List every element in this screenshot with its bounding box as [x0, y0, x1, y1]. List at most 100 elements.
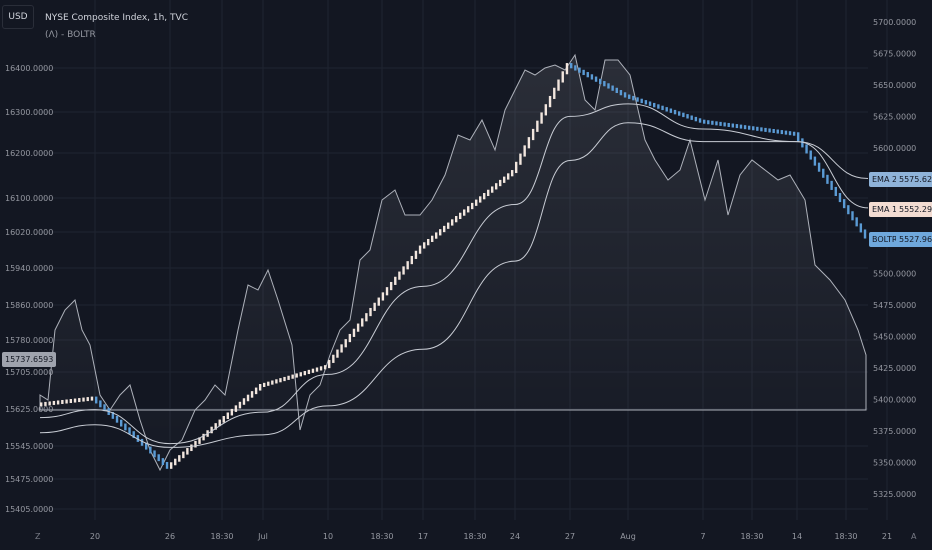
up-brick — [275, 379, 278, 384]
down-brick — [743, 125, 747, 130]
up-brick — [361, 318, 364, 327]
up-brick — [90, 396, 94, 401]
up-brick — [385, 287, 389, 296]
down-brick — [623, 92, 627, 98]
boltr-name-label: BOLTR — [869, 232, 901, 247]
up-brick — [218, 419, 221, 427]
up-brick — [246, 394, 250, 402]
down-brick — [752, 126, 755, 131]
down-brick — [731, 123, 735, 128]
up-brick — [258, 384, 262, 391]
up-brick — [544, 104, 548, 116]
up-brick — [365, 313, 368, 322]
down-brick — [690, 115, 693, 120]
up-brick — [557, 79, 560, 91]
down-brick — [132, 431, 135, 439]
up-brick — [515, 161, 518, 174]
down-brick — [603, 81, 606, 87]
up-brick — [194, 440, 197, 448]
up-brick — [230, 408, 234, 416]
up-brick — [451, 219, 454, 226]
left-tick-label: 15940.0000 — [5, 264, 53, 273]
right-tick-label: 5650.0000 — [873, 81, 916, 90]
x-tick-label: 18:30 — [463, 532, 486, 541]
down-brick — [747, 125, 751, 130]
up-brick — [439, 229, 442, 236]
up-brick — [435, 232, 438, 239]
up-brick — [467, 206, 470, 213]
down-brick — [578, 67, 581, 73]
up-brick — [336, 349, 339, 358]
down-brick — [95, 396, 98, 404]
down-brick — [686, 114, 689, 119]
down-brick — [590, 74, 594, 80]
down-brick — [859, 223, 863, 233]
up-brick — [307, 369, 311, 375]
x-tick-label: 18:30 — [370, 532, 393, 541]
left-tick-label: 15625.0000 — [5, 405, 53, 414]
down-brick — [140, 438, 144, 446]
left-axis: 16400.0000 16300.0000 16200.0000 16100.0000… — [5, 64, 53, 514]
ema1-line — [39, 103, 869, 445]
up-brick — [471, 202, 474, 210]
up-brick — [332, 354, 335, 363]
chart-title: NYSE Composite Index, 1h, TVC — [45, 13, 188, 23]
down-brick — [594, 76, 598, 82]
z-icon[interactable]: Z — [35, 532, 41, 541]
down-brick — [851, 211, 854, 221]
right-tick-label: 5625.0000 — [873, 112, 916, 121]
up-brick — [174, 458, 177, 466]
down-brick — [570, 63, 573, 69]
up-brick — [455, 216, 458, 223]
x-tick-label: 27 — [565, 532, 575, 541]
left-tick-label: 15705.0000 — [5, 368, 53, 377]
down-brick — [619, 90, 623, 96]
down-brick — [834, 186, 837, 197]
down-brick — [582, 69, 585, 76]
ema1-name-label: EMA 1 — [869, 202, 901, 217]
auto-scale-icon[interactable]: A — [911, 532, 917, 541]
down-brick — [648, 101, 652, 106]
currency-button[interactable]: USD — [2, 5, 34, 29]
up-brick — [402, 266, 405, 275]
up-brick — [414, 250, 418, 259]
up-brick — [479, 196, 482, 203]
up-brick — [531, 128, 535, 141]
chart-header: NYSE Composite Index, 1h, TVC (Λ) - BOLT… — [45, 10, 188, 44]
down-brick — [711, 120, 714, 125]
down-brick — [719, 121, 722, 126]
down-brick — [764, 127, 767, 132]
up-brick — [267, 381, 270, 386]
up-brick — [210, 426, 213, 434]
down-brick — [615, 87, 618, 94]
up-brick — [69, 399, 73, 404]
up-brick — [65, 399, 68, 404]
up-brick — [315, 367, 319, 372]
up-brick — [323, 365, 327, 370]
down-brick — [768, 128, 771, 133]
down-brick — [644, 100, 648, 105]
up-brick — [263, 382, 266, 388]
x-tick-label: 24 — [510, 532, 520, 541]
down-brick — [739, 124, 743, 129]
left-tick-label: 16100.0000 — [5, 194, 53, 203]
right-tick-label: 5325.0000 — [873, 490, 916, 499]
up-brick — [423, 242, 426, 249]
up-brick — [475, 199, 478, 206]
up-brick — [463, 209, 466, 216]
up-brick — [565, 63, 569, 75]
left-tick-label: 15780.0000 — [5, 336, 53, 345]
x-tick-label: Aug — [620, 532, 636, 541]
up-brick — [511, 170, 514, 177]
up-brick — [78, 398, 81, 403]
down-brick — [847, 205, 850, 215]
up-brick — [86, 397, 89, 402]
down-brick — [661, 105, 664, 111]
up-brick — [527, 137, 531, 149]
down-brick — [669, 108, 673, 113]
up-brick — [418, 245, 422, 254]
down-brick — [735, 124, 739, 129]
indicator-label: (Λ) - BOLTR — [45, 30, 96, 40]
up-brick — [381, 292, 385, 301]
